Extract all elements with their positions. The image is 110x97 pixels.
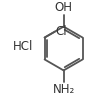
Text: HCl: HCl <box>13 40 33 53</box>
Text: Cl: Cl <box>55 25 67 38</box>
Text: OH: OH <box>55 1 73 14</box>
Text: NH₂: NH₂ <box>52 83 75 96</box>
